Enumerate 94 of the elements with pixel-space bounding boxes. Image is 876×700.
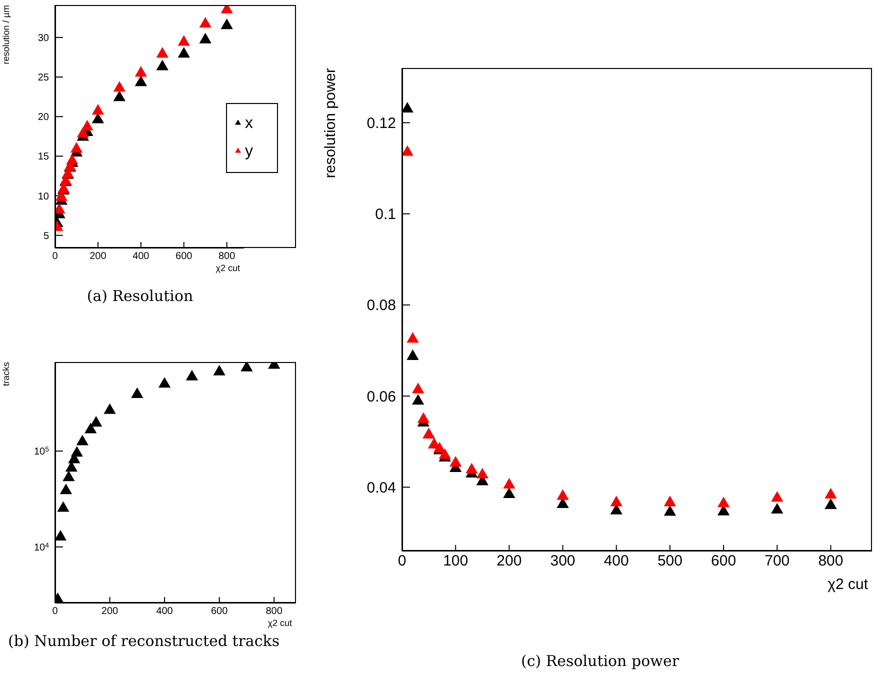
x-tick-label: 0 — [52, 251, 58, 262]
point — [664, 496, 676, 506]
point — [476, 468, 488, 478]
point — [57, 501, 70, 512]
point — [104, 403, 116, 414]
point — [556, 489, 569, 500]
text: (a) Resolution — [86, 287, 194, 305]
point — [412, 382, 424, 394]
point — [70, 446, 83, 457]
y-tick-label: 0.12 — [366, 114, 396, 132]
y-tick-label: 20 — [38, 112, 50, 124]
point — [199, 16, 212, 28]
point — [503, 487, 516, 498]
point — [134, 66, 147, 77]
point — [60, 484, 72, 494]
y-tick-label: 0.08 — [366, 297, 396, 314]
point — [213, 364, 226, 376]
point — [156, 60, 168, 70]
point — [90, 416, 102, 427]
y-axis-title: resolution power — [322, 68, 339, 178]
x-tick-label: 600 — [711, 552, 736, 570]
x-tick-label: 800 — [818, 552, 844, 570]
x-tick-label: 800 — [266, 606, 283, 618]
x-axis-title: χ2 cut — [828, 576, 869, 593]
x-tick-label: 400 — [132, 251, 150, 262]
point — [84, 422, 97, 434]
point — [178, 47, 190, 58]
point — [610, 496, 622, 506]
point — [76, 434, 88, 446]
y-tick-label: 15 — [38, 152, 50, 163]
x-tick-label: 200 — [101, 606, 119, 618]
y-tick-label: 10 — [38, 191, 50, 202]
x-tick-label: 200 — [496, 552, 522, 570]
point — [186, 370, 198, 380]
text: (c) Resolution power — [520, 652, 680, 670]
x-axis-title: χ2 cut — [216, 263, 240, 273]
y-axis-title: tracks — [1, 362, 11, 386]
point — [664, 505, 676, 516]
y-tick-label: 10$^{4}$ — [34, 542, 50, 554]
point — [438, 448, 451, 459]
x-axis-title: χ2 cut — [268, 618, 292, 628]
x-tick-label: 600 — [210, 606, 228, 618]
y-axis-title: resolution / µm — [1, 5, 11, 64]
y-tick-label: 5 — [43, 230, 50, 242]
point — [824, 488, 837, 498]
point — [406, 332, 419, 343]
point — [824, 498, 837, 509]
point — [220, 18, 233, 30]
x-tick-label: 600 — [176, 251, 193, 262]
point — [771, 491, 784, 502]
legend-label: x — [245, 114, 253, 132]
point — [131, 387, 144, 398]
point — [466, 462, 478, 474]
point — [158, 377, 171, 388]
x-tick-label: 100 — [443, 552, 468, 570]
point — [771, 502, 784, 514]
text: (b) Number of reconstructed tracks — [8, 632, 281, 650]
x-tick-label: 700 — [764, 552, 790, 570]
x-tick-label: 400 — [156, 606, 174, 618]
legend-label: y — [245, 142, 253, 160]
point — [113, 90, 126, 102]
point — [92, 104, 104, 115]
x-tick-label: 300 — [550, 552, 576, 570]
point — [417, 412, 430, 423]
x-tick-label: 800 — [218, 251, 236, 262]
point — [62, 470, 75, 482]
x-tick-label: 400 — [604, 552, 629, 570]
point — [240, 362, 253, 372]
x-tick-label: 0 — [52, 606, 58, 618]
point — [81, 120, 94, 130]
y-tick-label: 0.04 — [366, 479, 396, 496]
point — [503, 478, 516, 488]
point — [406, 349, 419, 360]
x-tick-label: 200 — [90, 251, 107, 262]
y-tick-label: 10$^{5}$ — [34, 446, 50, 458]
x-tick-label: 500 — [657, 552, 682, 570]
point — [70, 142, 83, 153]
point — [156, 47, 168, 58]
x-tick-label: 0 — [398, 552, 406, 570]
point — [134, 76, 147, 86]
point — [412, 394, 424, 405]
point — [55, 530, 67, 540]
y-tick-label: 30 — [38, 32, 50, 44]
point — [402, 145, 414, 156]
y-tick-label: 25 — [38, 72, 50, 84]
point — [66, 154, 78, 164]
y-tick-label: 0.1 — [375, 206, 396, 224]
point — [113, 81, 126, 92]
point — [450, 456, 462, 467]
y-tick-label: 0.06 — [366, 388, 396, 406]
point — [178, 35, 190, 46]
point — [199, 32, 212, 44]
point — [717, 496, 730, 508]
point — [402, 102, 414, 113]
